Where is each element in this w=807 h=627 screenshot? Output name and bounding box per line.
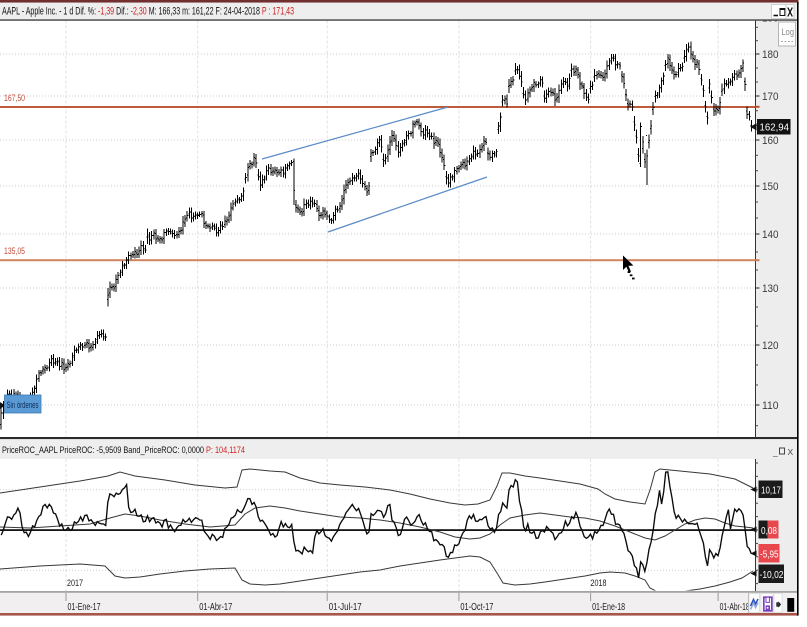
- svg-text:150: 150: [762, 181, 779, 193]
- svg-text:-5,95: -5,95: [760, 550, 779, 561]
- svg-text:PriceROC_AAPL PriceROC: -5,95: PriceROC_AAPL PriceROC: -5,9509 Band_Pri…: [2, 445, 245, 456]
- svg-text:0,08: 0,08: [761, 526, 777, 537]
- svg-text:01-Ene-17: 01-Ene-17: [68, 602, 101, 613]
- svg-text:Log: Log: [782, 27, 795, 37]
- svg-text:_: _: [772, 447, 778, 457]
- svg-text:Sin órdenes: Sin órdenes: [7, 400, 39, 411]
- svg-text:01-Ene-18: 01-Ene-18: [592, 602, 625, 613]
- svg-text:170: 170: [762, 91, 779, 103]
- svg-text:140: 140: [762, 229, 779, 241]
- svg-text:01-Abr-17: 01-Abr-17: [199, 602, 232, 613]
- svg-text:AAPL - Apple Inc. - 1 d Dif.: AAPL - Apple Inc. - 1 d Dif. %: -1,39 Di…: [2, 6, 294, 18]
- svg-text:2017: 2017: [67, 578, 83, 589]
- svg-text:162,94: 162,94: [760, 123, 790, 134]
- svg-text:135,05: 135,05: [4, 246, 25, 257]
- svg-text:X: X: [788, 447, 794, 457]
- svg-text:110: 110: [762, 400, 779, 412]
- svg-text:167,50: 167,50: [4, 93, 25, 104]
- svg-text:2018: 2018: [591, 578, 607, 589]
- svg-text:180: 180: [762, 49, 779, 61]
- svg-text:01-Abr-18: 01-Abr-18: [720, 602, 750, 613]
- svg-text:160: 160: [762, 135, 779, 147]
- svg-text:130: 130: [762, 283, 779, 295]
- svg-text:-10,02: -10,02: [760, 570, 784, 581]
- svg-text:01-Jul-17: 01-Jul-17: [329, 602, 362, 613]
- svg-text:01-Oct-17: 01-Oct-17: [460, 602, 493, 613]
- svg-text:10,17: 10,17: [761, 486, 781, 497]
- svg-text:120: 120: [762, 340, 779, 352]
